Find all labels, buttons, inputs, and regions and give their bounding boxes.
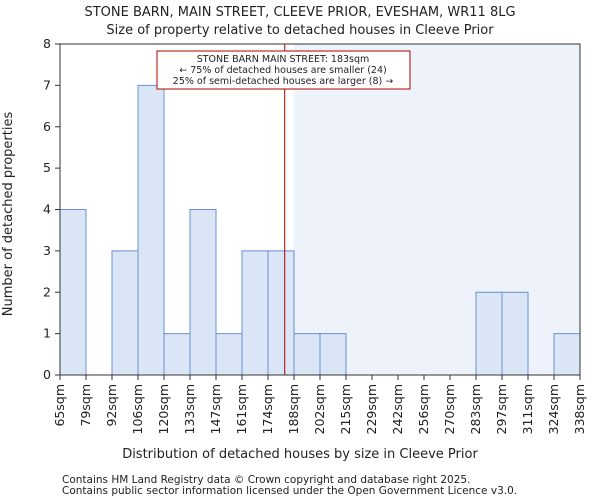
y-tick-label: 4 xyxy=(43,202,51,217)
x-tick-label: 242sqm xyxy=(390,384,405,434)
x-axis-ticks: 65sqm 79sqm 92sqm 106sqm 120sqm 133sqm 147sqm 1… xyxy=(52,375,587,434)
annotation-box: STONE BARN MAIN STREET: 183sqm ← 75% of … xyxy=(156,50,411,90)
y-tick-label: 6 xyxy=(43,119,51,134)
y-tick-label: 3 xyxy=(43,243,51,258)
bar-174sqm xyxy=(267,250,295,376)
footer-line-2: Contains public sector information licen… xyxy=(62,485,517,497)
footer-line-1: Contains HM Land Registry data © Crown c… xyxy=(62,474,470,486)
y-tick-label: 1 xyxy=(43,326,51,341)
x-tick-label: 106sqm xyxy=(130,384,145,434)
x-tick-label: 79sqm xyxy=(78,384,93,427)
x-tick-label: 215sqm xyxy=(338,384,353,434)
bar-324sqm xyxy=(553,333,581,376)
x-tick-label: 270sqm xyxy=(442,384,457,434)
bar-161sqm xyxy=(241,250,269,376)
y-axis-ticks: 0 1 2 3 4 5 6 7 8 xyxy=(43,36,60,382)
bar-120sqm xyxy=(163,333,191,376)
x-tick-label: 324sqm xyxy=(546,384,561,434)
x-tick-label: 133sqm xyxy=(182,384,197,434)
y-tick-label: 2 xyxy=(43,284,51,299)
bars-group xyxy=(59,84,581,376)
bar-297sqm xyxy=(501,291,529,376)
y-tick-label: 0 xyxy=(43,367,51,382)
bar-283sqm xyxy=(475,291,503,376)
bar-188sqm xyxy=(293,333,321,376)
bar-106sqm xyxy=(137,84,165,376)
bar-202sqm xyxy=(319,333,347,376)
x-axis-label: Distribution of detached houses by size … xyxy=(122,447,478,462)
x-tick-label: 161sqm xyxy=(234,384,249,434)
x-tick-label: 297sqm xyxy=(494,384,509,434)
x-tick-label: 229sqm xyxy=(364,384,379,434)
x-tick-label: 174sqm xyxy=(260,384,275,434)
chart-title: STONE BARN, MAIN STREET, CLEEVE PRIOR, E… xyxy=(84,5,515,20)
bar-133sqm xyxy=(189,209,217,376)
x-tick-label: 311sqm xyxy=(520,384,535,434)
annotation-line-3: 25% of semi-detached houses are larger (… xyxy=(173,76,393,87)
y-axis-label: Number of detached properties xyxy=(1,112,16,317)
chart-subtitle: Size of property relative to detached ho… xyxy=(106,23,494,38)
annotation-line-2: ← 75% of detached houses are smaller (24… xyxy=(179,65,386,76)
annotation-line-1: STONE BARN MAIN STREET: 183sqm xyxy=(197,54,370,65)
x-tick-label: 120sqm xyxy=(156,384,171,434)
x-tick-label: 202sqm xyxy=(312,384,327,434)
larger-than-property-shade xyxy=(293,44,580,375)
x-tick-label: 283sqm xyxy=(468,384,483,434)
x-tick-label: 147sqm xyxy=(208,384,223,434)
y-tick-label: 7 xyxy=(43,77,51,92)
bar-147sqm xyxy=(215,333,243,376)
bar-92sqm xyxy=(111,250,139,376)
x-tick-label: 188sqm xyxy=(286,384,301,434)
annotation-frame xyxy=(156,50,411,90)
y-tick-label: 5 xyxy=(43,160,51,175)
x-tick-label: 338sqm xyxy=(572,384,587,434)
x-tick-label: 65sqm xyxy=(52,384,67,427)
x-tick-label: 256sqm xyxy=(416,384,431,434)
bar-65sqm xyxy=(59,209,87,376)
x-tick-label: 92sqm xyxy=(104,384,119,427)
y-tick-label: 8 xyxy=(43,36,51,51)
